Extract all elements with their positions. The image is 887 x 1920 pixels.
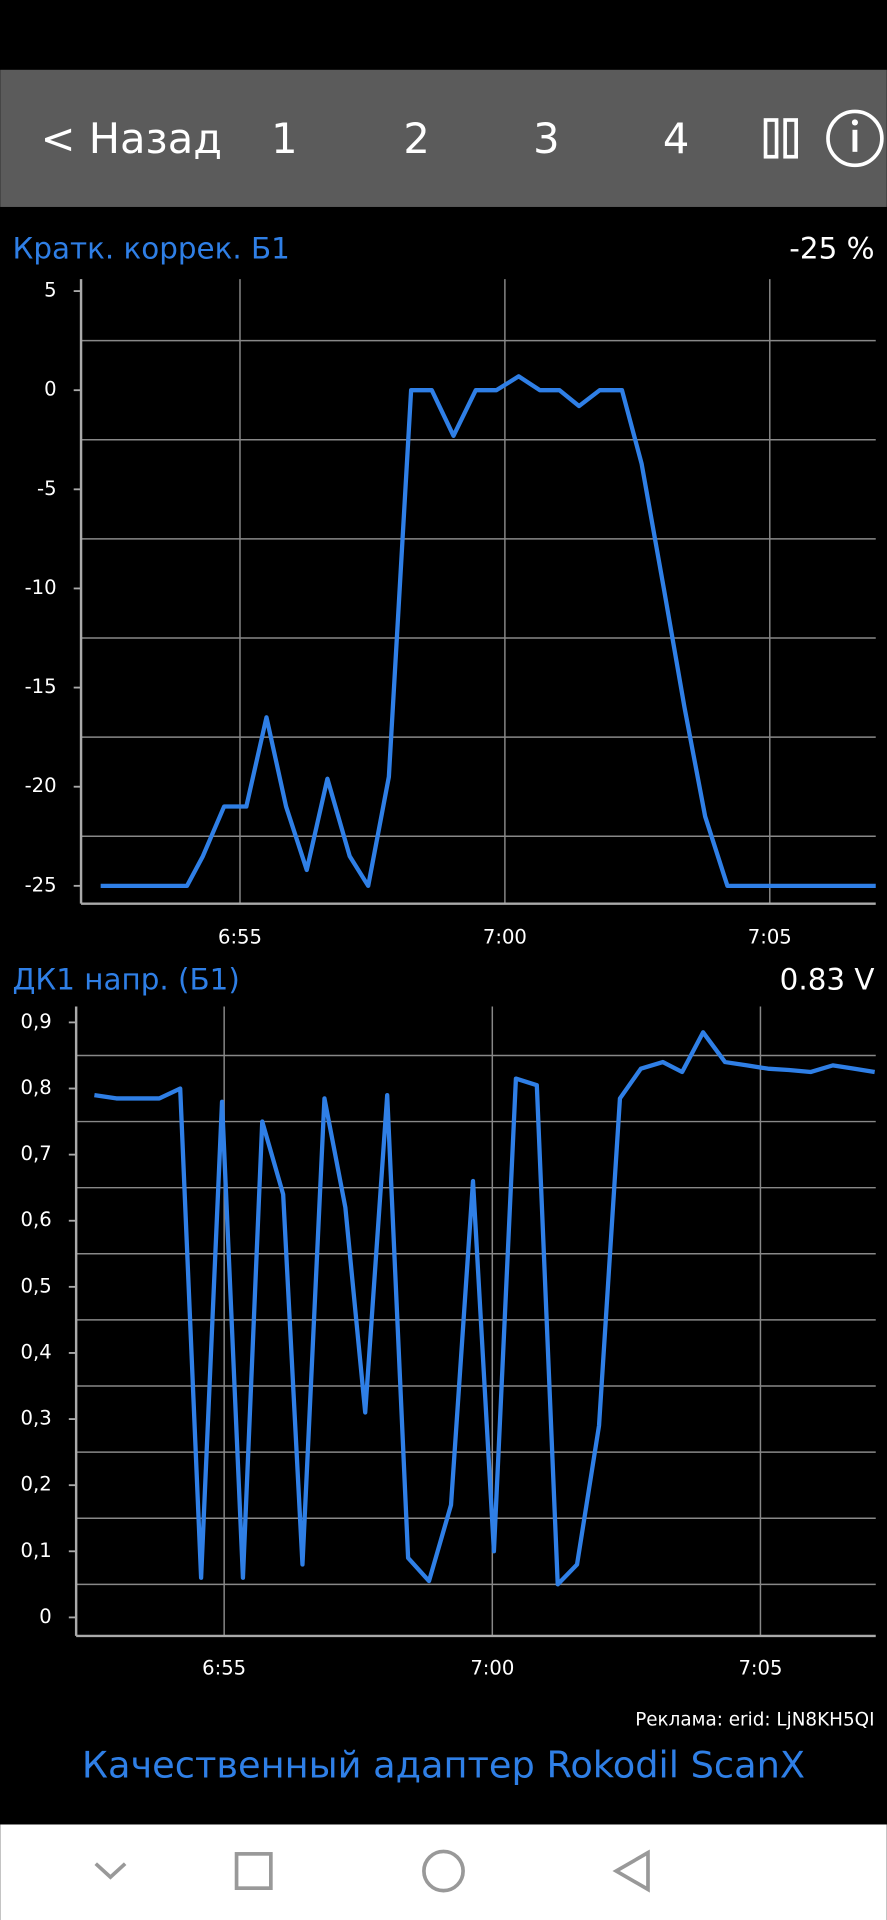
y-tick-label: 0,3 (21, 1407, 52, 1430)
y-tick-label: 0,1 (21, 1539, 52, 1562)
ad-label: Реклама: erid: LjN8KH5QI (635, 1709, 874, 1730)
x-tick-label: 7:05 (748, 925, 792, 948)
chart-title: ДК1 напр. (Б1) (12, 962, 239, 996)
back-button[interactable]: < Назад (41, 114, 222, 163)
data-line (94, 1030, 876, 1587)
info-button[interactable] (826, 109, 884, 168)
nav-back[interactable] (612, 1849, 650, 1893)
nav-home[interactable] (422, 1849, 465, 1893)
tab[interactable]: 1 (271, 114, 297, 163)
x-tick-label: 7:00 (483, 925, 527, 948)
current-value: -25 % (789, 231, 874, 265)
y-tick-label: -20 (25, 774, 57, 797)
x-tick-label: 7:00 (470, 1656, 514, 1679)
y-tick-label: -25 (25, 873, 57, 896)
nav-bar (0, 1824, 887, 1920)
x-tick-label: 6:55 (202, 1656, 246, 1679)
nav-icons (94, 1849, 650, 1893)
y-tick-label: 0,5 (21, 1274, 52, 1297)
y-tick-label: 0,4 (21, 1340, 52, 1363)
nav-down[interactable] (94, 1862, 127, 1880)
y-tick-label: -10 (25, 576, 57, 599)
data-line (100, 374, 876, 888)
ad-text[interactable]: Качественный адаптер Rokodil ScanX (82, 1743, 805, 1786)
y-tick-label: 5 (44, 279, 56, 302)
y-tick-label: -5 (37, 477, 57, 500)
y-tick-label: -15 (25, 675, 57, 698)
y-tick-label: 0 (39, 1605, 51, 1628)
pause-button[interactable] (763, 118, 798, 159)
y-tick-label: 0,9 (21, 1010, 52, 1033)
chart-title: Кратк. коррек. Б1 (12, 231, 289, 265)
toolbar (0, 69, 887, 207)
nav-recent[interactable] (234, 1852, 273, 1890)
x-tick-label: 7:05 (738, 1656, 782, 1679)
y-tick-label: 0,7 (21, 1142, 52, 1165)
y-tick-label: 0,2 (21, 1473, 52, 1496)
tab[interactable]: 3 (533, 114, 559, 163)
current-value: 0.83 V (780, 962, 875, 996)
y-tick-label: 0,6 (21, 1208, 52, 1231)
x-tick-label: 6:55 (218, 925, 262, 948)
tab[interactable]: 4 (663, 114, 689, 163)
y-tick-label: 0 (44, 378, 56, 401)
tab[interactable]: 2 (403, 114, 429, 163)
y-tick-label: 0,8 (21, 1076, 52, 1099)
